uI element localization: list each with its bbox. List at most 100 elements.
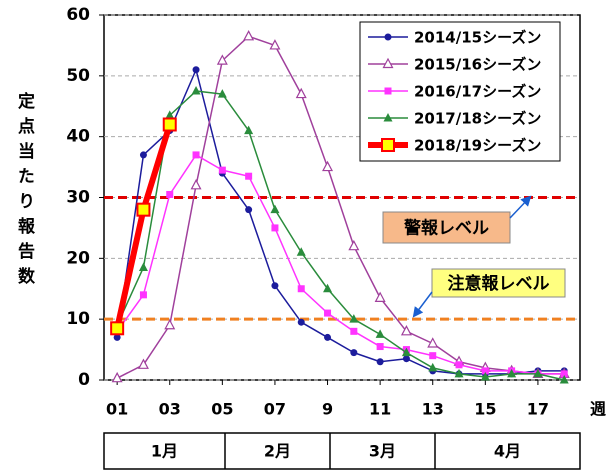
level-box <box>431 268 566 298</box>
point <box>322 160 334 172</box>
point <box>113 333 121 341</box>
series-line <box>116 69 565 375</box>
point <box>164 318 176 330</box>
point <box>350 349 358 357</box>
point <box>162 117 177 132</box>
point <box>191 86 201 95</box>
month-label: 2月 <box>264 442 291 461</box>
legend-marker <box>381 138 395 152</box>
point <box>216 54 228 65</box>
legend-label: 2018/19シーズン <box>414 137 541 155</box>
point <box>243 30 255 41</box>
point <box>244 125 254 135</box>
point <box>217 89 227 98</box>
point <box>270 204 280 214</box>
legend-marker <box>382 57 394 69</box>
month-label: 1月 <box>151 442 178 461</box>
y-axis-label: 定点当たり報告数 <box>14 91 35 292</box>
point <box>218 166 226 174</box>
point <box>271 282 279 290</box>
point <box>559 375 569 384</box>
legend-marker <box>384 87 392 95</box>
series <box>110 117 177 336</box>
level-box <box>382 211 511 244</box>
y-tick-label: 0 <box>78 370 90 390</box>
point <box>349 314 359 323</box>
point <box>192 151 200 159</box>
level-label: 注意報レベル <box>448 273 550 294</box>
x-tick-label: 15 <box>474 400 496 419</box>
x-tick-label: 11 <box>369 400 391 419</box>
point <box>402 355 410 363</box>
x-tick-label: 03 <box>159 400 181 419</box>
level-arrow <box>509 195 532 219</box>
series-line <box>116 90 565 381</box>
point <box>376 358 384 366</box>
point <box>271 224 279 232</box>
legend-label: 2015/16シーズン <box>414 56 541 74</box>
legend-label: 2014/15シーズン <box>414 29 541 47</box>
point <box>296 247 306 256</box>
point <box>138 262 148 271</box>
point <box>166 190 174 198</box>
point <box>455 361 463 369</box>
point <box>139 151 147 159</box>
x-tick-label: 01 <box>106 400 128 419</box>
legend-marker <box>383 113 393 122</box>
point <box>297 285 305 293</box>
series-line <box>116 154 565 375</box>
point <box>375 329 385 338</box>
point <box>533 368 543 378</box>
y-tick-label: 40 <box>66 127 90 147</box>
y-tick-label: 50 <box>66 66 90 86</box>
point <box>323 283 333 293</box>
point <box>429 352 437 360</box>
x-tick-label: 13 <box>422 400 444 419</box>
point <box>111 371 123 383</box>
point <box>481 367 489 375</box>
point <box>428 362 438 372</box>
x-tick-label: 05 <box>211 400 233 419</box>
point <box>297 318 305 326</box>
point <box>401 347 411 357</box>
point <box>165 110 175 119</box>
point <box>139 291 147 299</box>
y-tick-label: 20 <box>66 248 90 268</box>
point <box>110 321 125 336</box>
x-tick-label: 07 <box>264 400 286 419</box>
series-line <box>116 35 565 379</box>
point <box>324 309 332 317</box>
x-tick-label: 17 <box>527 400 549 419</box>
level-label: 警報レベル <box>403 218 489 239</box>
x-tick-label: 9 <box>322 400 333 419</box>
point <box>374 291 386 302</box>
level-arrow <box>412 291 433 318</box>
y-tick-label: 10 <box>66 309 90 329</box>
month-label: 3月 <box>369 442 396 461</box>
point <box>190 179 202 190</box>
series <box>113 66 568 378</box>
y-tick-label: 30 <box>66 188 90 208</box>
x-axis-label: 週 <box>590 400 606 419</box>
point <box>350 327 358 335</box>
month-frame <box>103 432 581 470</box>
series <box>112 86 569 384</box>
legend-label: 2017/18シーズン <box>414 110 541 128</box>
month-label: 4月 <box>494 442 521 461</box>
point <box>348 239 360 251</box>
point <box>480 371 490 381</box>
point <box>137 358 149 369</box>
y-tick-label: 60 <box>66 5 90 25</box>
point <box>560 370 568 378</box>
point <box>400 325 412 336</box>
point <box>295 87 307 99</box>
point <box>269 39 281 50</box>
legend-label: 2016/17シーズン <box>414 83 541 101</box>
point <box>376 343 384 351</box>
point <box>192 66 200 74</box>
point <box>427 337 439 348</box>
point <box>245 172 253 180</box>
legend-marker <box>384 33 392 41</box>
point <box>454 368 464 378</box>
